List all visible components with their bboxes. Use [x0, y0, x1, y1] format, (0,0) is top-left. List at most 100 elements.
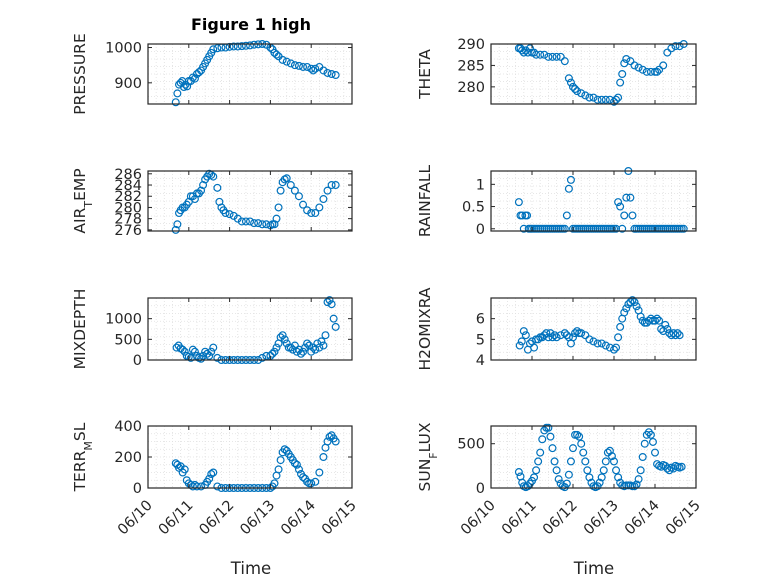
- data-point: [272, 343, 281, 352]
- data-point: [272, 214, 281, 223]
- y-tick-label: 0: [133, 353, 142, 369]
- data-point: [638, 316, 647, 325]
- data-point: [197, 482, 206, 491]
- data-point: [309, 343, 318, 352]
- y-tick-label: 282: [114, 189, 142, 205]
- data-point: [607, 452, 616, 461]
- data-point: [593, 339, 602, 348]
- data-point: [171, 225, 180, 234]
- data-point: [331, 437, 340, 446]
- data-point: [290, 61, 299, 70]
- data-point: [544, 52, 553, 61]
- data-point: [532, 466, 541, 475]
- data-point: [213, 482, 222, 491]
- data-point: [268, 349, 277, 358]
- data-point: [568, 82, 577, 91]
- data-point: [262, 220, 271, 229]
- data-point: [276, 186, 285, 195]
- data-point: [609, 97, 618, 106]
- data-point: [329, 314, 338, 323]
- data-point: [612, 466, 621, 475]
- data-point: [311, 209, 320, 218]
- data-point: [564, 74, 573, 83]
- data-point: [311, 64, 320, 73]
- data-point: [315, 468, 324, 477]
- data-point: [532, 50, 541, 59]
- y-tick-label: 0: [476, 481, 485, 497]
- data-point: [630, 298, 639, 307]
- data-point: [571, 329, 580, 338]
- subplot-2: 290 285 280 THETA: [416, 37, 697, 106]
- data-point: [311, 477, 320, 486]
- data-point: [642, 67, 651, 76]
- y-tick-label: 280: [457, 80, 485, 96]
- data-point: [270, 479, 279, 488]
- data-point: [258, 353, 267, 362]
- data-point: [554, 475, 563, 484]
- data-point: [626, 57, 635, 66]
- data-point: [581, 457, 590, 466]
- data-point: [173, 89, 182, 98]
- data-point: [614, 93, 623, 102]
- data-point: [199, 351, 208, 360]
- data-point: [562, 479, 571, 488]
- data-point: [601, 95, 610, 104]
- data-point: [250, 219, 259, 228]
- data-point: [538, 435, 547, 444]
- data-point: [323, 437, 332, 446]
- data-point: [530, 473, 539, 482]
- data-point: [566, 78, 575, 87]
- data-point: [571, 84, 580, 93]
- y-tick-label: 286: [114, 167, 142, 183]
- y-tick-label: 1000: [105, 41, 142, 57]
- data-point: [290, 459, 299, 468]
- data-point: [620, 308, 629, 317]
- data-point: [601, 341, 610, 350]
- data-point: [585, 335, 594, 344]
- y-axis-label-6: H2OMIXRA: [416, 287, 434, 370]
- data-point: [192, 482, 201, 491]
- data-point: [294, 465, 303, 474]
- data-point: [534, 335, 543, 344]
- x-tick-label: 06/15: [663, 498, 704, 539]
- data-point: [325, 296, 334, 305]
- data-point: [292, 460, 301, 469]
- data-point: [616, 322, 625, 331]
- data-point: [675, 331, 684, 340]
- data-point: [536, 50, 545, 59]
- data-point: [614, 198, 623, 207]
- x-axis-label-right: Time: [573, 559, 614, 578]
- data-point: [288, 345, 297, 354]
- data-point: [297, 349, 306, 358]
- data-point: [319, 453, 328, 462]
- data-point: [552, 333, 561, 342]
- data-point: [548, 333, 557, 342]
- data-point: [203, 349, 212, 358]
- data-point: [560, 224, 569, 233]
- data-point: [655, 316, 664, 325]
- data-point: [331, 322, 340, 331]
- data-point: [612, 95, 621, 104]
- y-axis-label-4: RAINFALL: [416, 164, 434, 237]
- y-tick-label: 1: [476, 177, 485, 193]
- y-tick-label: 290: [457, 37, 485, 53]
- data-point: [246, 217, 255, 226]
- y-tick-label: 200: [114, 450, 142, 466]
- data-point: [573, 430, 582, 439]
- data-point: [663, 48, 672, 57]
- data-point: [538, 333, 547, 342]
- data-point: [577, 329, 586, 338]
- data-point: [294, 61, 303, 70]
- data-point: [632, 302, 641, 311]
- data-point: [650, 448, 659, 457]
- data-point: [644, 316, 653, 325]
- x-tick-label: 06/14: [622, 498, 663, 539]
- data-point: [319, 341, 328, 350]
- data-point: [612, 343, 621, 352]
- data-point: [573, 87, 582, 96]
- x-tick-label: 06/10: [115, 498, 156, 539]
- data-point: [616, 78, 625, 87]
- data-point: [583, 466, 592, 475]
- y-tick-label: 400: [114, 419, 142, 435]
- y-tick-label: 284: [114, 178, 142, 194]
